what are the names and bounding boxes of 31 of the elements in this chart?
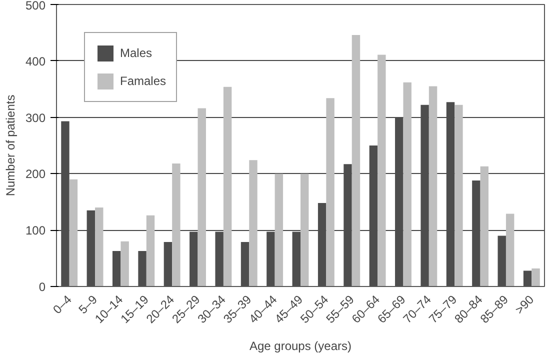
y-tick-label: 0 — [38, 280, 46, 294]
bar — [378, 54, 386, 286]
y-tick-label: 300 — [25, 110, 46, 125]
bar — [352, 34, 360, 286]
legend-label: Famales — [120, 74, 166, 88]
bar — [172, 164, 180, 286]
bar — [480, 166, 489, 286]
bar — [300, 174, 309, 286]
bar — [532, 268, 540, 286]
bar — [428, 86, 438, 286]
bar — [454, 104, 463, 286]
bar — [95, 208, 104, 286]
bar — [69, 179, 78, 286]
bar — [146, 215, 155, 286]
y-axis-title: Number of patients — [3, 94, 18, 196]
bar — [198, 108, 206, 286]
y-tick-label: 500 — [25, 0, 46, 12]
y-tick-label: 400 — [25, 54, 46, 68]
y-tick-label: 200 — [25, 167, 46, 182]
y-tick-label: 100 — [25, 224, 46, 238]
bar — [326, 98, 334, 286]
x-tick-label: 0–4 — [50, 292, 75, 317]
x-axis-title: Age groups (years) — [249, 338, 352, 353]
bar — [506, 214, 514, 286]
bar — [274, 174, 284, 286]
legend-label: Males — [120, 46, 152, 60]
bar — [223, 86, 232, 286]
x-tick-label: >90 — [512, 292, 537, 317]
bar — [249, 160, 258, 286]
bar — [120, 241, 129, 286]
bar — [403, 82, 412, 286]
